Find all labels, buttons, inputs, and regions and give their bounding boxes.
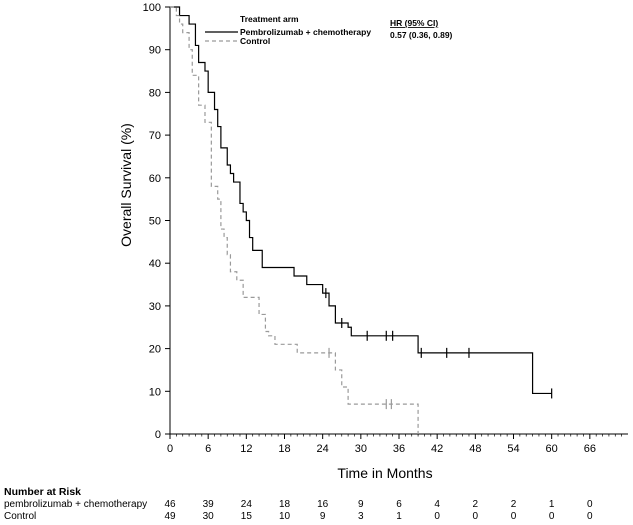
x-tick-label: 66 — [584, 443, 596, 455]
y-tick-label: 20 — [149, 344, 161, 356]
y-tick-label: 60 — [149, 173, 161, 185]
risk-count: 0 — [472, 511, 479, 522]
risk-count: 9 — [358, 499, 364, 510]
risk-count: 24 — [240, 499, 252, 510]
risk-count: 10 — [278, 511, 291, 522]
risk-count: 0 — [548, 511, 555, 522]
legend-entry-pembrolizumab: Pembrolizumab + chemotherapy — [240, 27, 371, 37]
x-tick-label: 54 — [507, 443, 519, 455]
series-line-control — [170, 6, 419, 434]
hr-value: 0.57 (0.36, 0.89) — [390, 30, 453, 40]
risk-table-title: Number at Risk — [4, 486, 82, 498]
risk-count: 0 — [434, 511, 440, 522]
risk-count: 46 — [164, 499, 176, 510]
x-tick-label: 24 — [317, 443, 329, 455]
y-tick-label: 0 — [155, 429, 161, 441]
risk-count: 39 — [202, 499, 214, 510]
x-tick-label: 12 — [240, 443, 252, 455]
legend: Treatment arm Pembrolizumab + chemothera… — [205, 14, 371, 46]
y-axis-title: Overall Survival (%) — [118, 123, 134, 247]
risk-count: 2 — [472, 499, 479, 510]
x-tick-label: 30 — [355, 443, 367, 455]
axes: 0 6 12 18 24 30 36 42 48 54 60 66 0 10 20 30 40 50 60 70 80 9… — [143, 2, 628, 455]
hr-header: HR (95% CI) — [390, 18, 438, 28]
x-tick-label: 0 — [167, 443, 173, 455]
y-tick-label: 70 — [149, 130, 161, 142]
x-tick-label: 60 — [546, 443, 558, 455]
risk-count: 6 — [396, 499, 402, 510]
risk-count: 9 — [319, 511, 326, 522]
risk-count: 0 — [587, 511, 593, 522]
x-tick-label: 36 — [393, 443, 405, 455]
risk-row-label: pembrolizumab + chemotherapy — [4, 499, 148, 510]
y-tick-label: 50 — [149, 216, 161, 228]
x-tick-label: 42 — [431, 443, 443, 455]
risk-count: 49 — [164, 511, 176, 522]
y-tick-label: 10 — [149, 386, 161, 398]
survival-curves — [170, 6, 553, 434]
risk-count: 0 — [587, 499, 593, 510]
risk-count: 4 — [434, 499, 440, 510]
x-tick-label: 18 — [278, 443, 290, 455]
risk-count: 1 — [548, 499, 555, 510]
risk-count: 15 — [240, 511, 252, 522]
y-tick-label: 40 — [149, 258, 161, 270]
risk-count: 18 — [278, 499, 291, 510]
y-tick-label: 90 — [149, 45, 161, 57]
y-tick-label: 30 — [149, 301, 161, 313]
legend-title: Treatment arm — [240, 14, 299, 24]
x-axis-title: Time in Months — [337, 465, 432, 481]
y-tick-label: 80 — [149, 87, 161, 99]
x-tick-label: 48 — [469, 443, 481, 455]
risk-count: 1 — [396, 511, 402, 522]
x-tick-label: 6 — [205, 443, 211, 455]
legend-entry-control: Control — [240, 36, 270, 46]
series-line-pembrolizumab — [170, 6, 552, 395]
risk-count: 30 — [202, 511, 214, 522]
y-tick-label: 100 — [143, 2, 161, 14]
risk-count: 0 — [510, 511, 517, 522]
risk-count: 16 — [317, 499, 329, 510]
hr-annotation: HR (95% CI) 0.57 (0.36, 0.89) — [390, 18, 453, 40]
risk-count: 3 — [358, 511, 364, 522]
risk-row-label: Control — [4, 511, 37, 522]
risk-count: 2 — [510, 499, 517, 510]
